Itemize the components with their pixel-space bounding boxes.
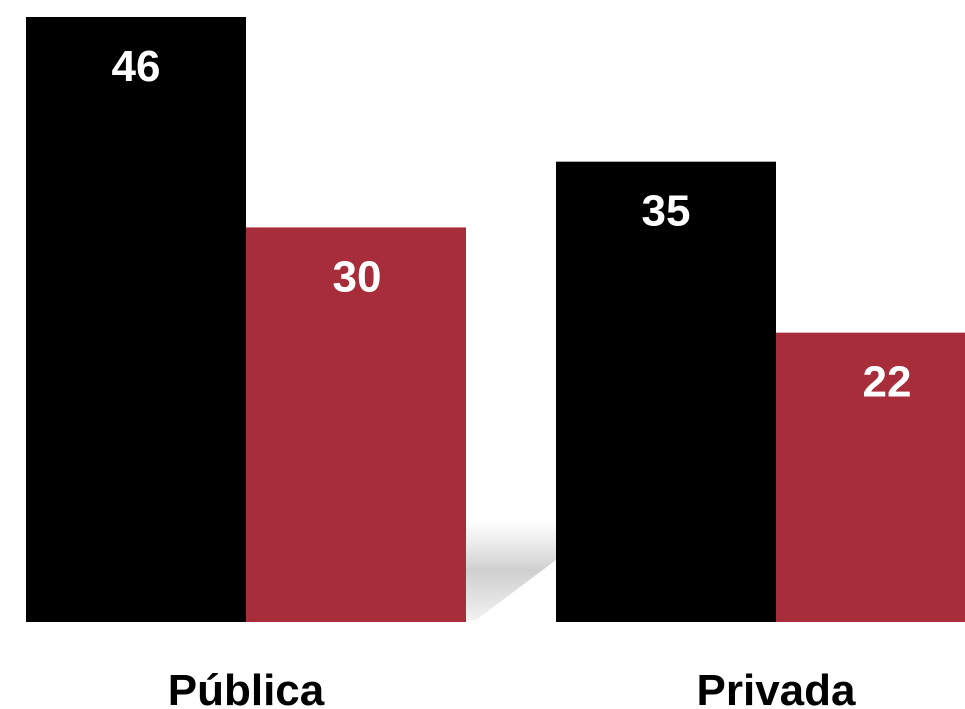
bar-value-label-0-0: 46 <box>112 42 161 91</box>
bars-group <box>26 17 965 622</box>
bar-1-0 <box>556 161 776 622</box>
bar-value-label-0-1: 30 <box>333 252 382 301</box>
category-label-0: Pública <box>168 666 325 709</box>
bar-0-0 <box>26 17 246 622</box>
bar-value-label-1-0: 35 <box>642 187 691 236</box>
category-labels-group: Pública Privada <box>168 666 856 709</box>
bar-1-1 <box>776 332 965 622</box>
category-label-1: Privada <box>697 666 857 709</box>
bar-0-1 <box>246 227 466 622</box>
value-labels-group: 46 30 35 22 <box>112 42 912 407</box>
floor-shadow <box>466 520 556 620</box>
bar-value-label-1-1: 22 <box>863 358 912 407</box>
